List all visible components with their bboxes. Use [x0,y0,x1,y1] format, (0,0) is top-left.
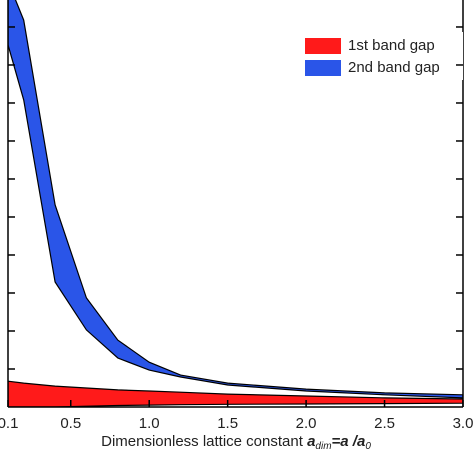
x-tick-label: 2.5 [374,415,395,432]
legend-swatch [305,38,341,54]
x-label-math: a [307,433,315,450]
x-axis-label: Dimensionless lattice constant adim=a /a… [101,433,371,452]
legend-label: 2nd band gap [348,59,440,76]
x-label-math: =a /a [332,433,366,450]
x-tick-label: 2.0 [296,415,317,432]
x-label-text: Dimensionless lattice constant [101,433,304,450]
band [8,0,463,399]
x-tick-label: 1.5 [217,415,238,432]
legend-label: 1st band gap [348,37,435,54]
x-tick-label: 3.0 [453,415,474,432]
legend-swatch [305,60,341,76]
x-tick-label: 1.0 [139,415,160,432]
x-tick-label: 0.5 [60,415,81,432]
x-tick-label: 0.1 [0,415,18,432]
x-label-math: 0 [365,441,371,452]
x-label-math: dim [315,441,331,452]
